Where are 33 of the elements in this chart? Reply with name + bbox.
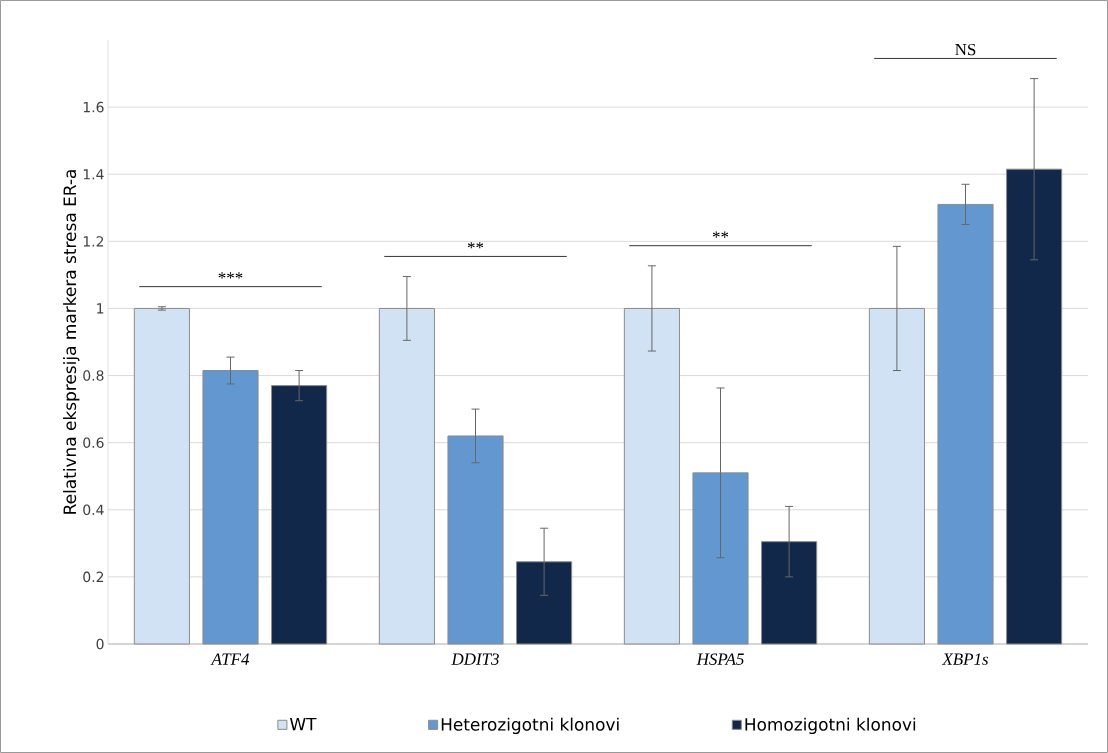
- x-tick-label: DDIT3: [451, 653, 499, 665]
- x-tick-label: XBP1s: [941, 653, 989, 665]
- legend-label: WT: [289, 717, 317, 731]
- bar: [378, 307, 435, 645]
- bar: [271, 385, 328, 645]
- y-axis-title: Relativna ekspresija markera stresa ER-a: [63, 170, 80, 514]
- y-tick-label: 0.4: [83, 504, 104, 516]
- bar: [1006, 168, 1063, 645]
- legend-label: Homozigotni klonovi: [745, 717, 916, 735]
- bar: [133, 307, 190, 645]
- annotation: ***: [218, 272, 243, 279]
- y-tick-label: 1.4: [83, 169, 104, 180]
- y-tick-label: 0.2: [83, 571, 104, 583]
- bar: [623, 307, 680, 645]
- y-tick-label: 0.6: [83, 437, 104, 448]
- bar: [761, 541, 818, 645]
- annotation: **: [712, 231, 729, 238]
- bar: [937, 203, 994, 645]
- bar: [447, 435, 504, 645]
- annotation: NS: [955, 43, 976, 56]
- y-tick-label: 1: [97, 303, 104, 314]
- annotation: **: [467, 242, 484, 249]
- x-tick-label: ATF4: [210, 653, 250, 665]
- y-tick-label: 0: [96, 638, 104, 650]
- bar: [202, 370, 259, 645]
- legend-label: Heterozigotni klonovi: [441, 717, 619, 735]
- y-tick-label: 0.8: [83, 370, 104, 381]
- y-tick-label: 1.2: [83, 236, 104, 247]
- bar: [868, 307, 925, 645]
- y-tick-label: 1.6: [83, 101, 104, 113]
- x-tick-label: HSPA5: [696, 653, 744, 665]
- bar: [516, 561, 573, 645]
- bar: [692, 472, 749, 645]
